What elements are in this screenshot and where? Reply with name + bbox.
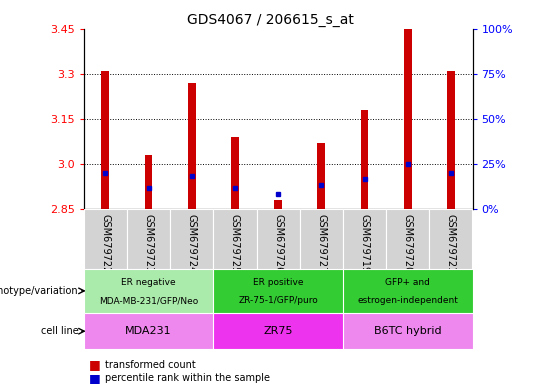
Text: MDA-MB-231/GFP/Neo: MDA-MB-231/GFP/Neo [99, 296, 198, 305]
Text: GSM679720: GSM679720 [403, 214, 413, 273]
Bar [274, 200, 282, 209]
Text: GSM679727: GSM679727 [316, 214, 326, 273]
Text: transformed count: transformed count [105, 360, 196, 370]
Text: GSM679719: GSM679719 [360, 214, 369, 273]
Text: estrogen-independent: estrogen-independent [357, 296, 458, 305]
Bar [145, 155, 152, 209]
Text: percentile rank within the sample: percentile rank within the sample [105, 373, 271, 383]
Text: MDA231: MDA231 [125, 326, 172, 336]
Text: ■: ■ [89, 358, 101, 371]
Bar [213, 209, 256, 269]
Bar [300, 209, 343, 269]
Text: GSM679723: GSM679723 [144, 214, 153, 273]
Bar [343, 209, 386, 269]
Bar [318, 143, 325, 209]
Text: GSM679722: GSM679722 [100, 214, 110, 273]
Text: genotype/variation: genotype/variation [0, 286, 78, 296]
Bar [84, 209, 127, 269]
Text: GSM679726: GSM679726 [273, 214, 283, 273]
Bar [447, 71, 455, 209]
Bar [386, 209, 429, 269]
Text: GSM679724: GSM679724 [187, 214, 197, 273]
Bar [188, 83, 195, 209]
Bar [404, 26, 411, 209]
Text: GSM679725: GSM679725 [230, 214, 240, 273]
Text: ER positive: ER positive [253, 278, 303, 288]
Bar [361, 110, 368, 209]
Text: GFP+ and: GFP+ and [385, 278, 430, 288]
Text: ZR-75-1/GFP/puro: ZR-75-1/GFP/puro [238, 296, 318, 305]
Bar [127, 209, 170, 269]
Text: ER negative: ER negative [121, 278, 176, 288]
Bar [170, 209, 213, 269]
Text: B6TC hybrid: B6TC hybrid [374, 326, 442, 336]
Bar [231, 137, 239, 209]
Bar [102, 71, 109, 209]
Text: GDS4067 / 206615_s_at: GDS4067 / 206615_s_at [186, 13, 354, 27]
Text: ZR75: ZR75 [264, 326, 293, 336]
Text: ■: ■ [89, 372, 101, 384]
Text: cell line: cell line [40, 326, 78, 336]
Bar [256, 209, 300, 269]
Bar [429, 209, 472, 269]
Text: GSM679721: GSM679721 [446, 214, 456, 273]
